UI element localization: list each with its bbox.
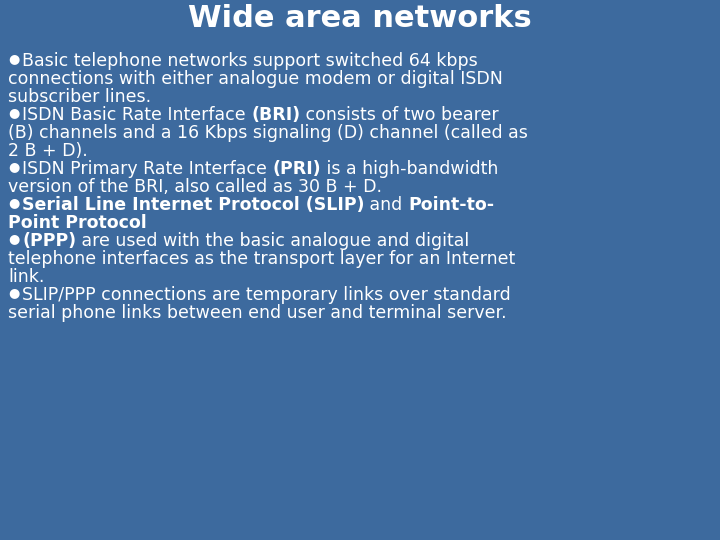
Text: (BRI): (BRI) (251, 106, 300, 124)
Text: Point Protocol: Point Protocol (8, 214, 147, 232)
Text: Point-to-: Point-to- (408, 196, 495, 214)
Text: serial phone links between end user and terminal server.: serial phone links between end user and … (8, 304, 507, 322)
Text: ●: ● (8, 160, 19, 173)
Text: ●: ● (8, 106, 19, 119)
Text: version of the BRI, also called as 30 B + D.: version of the BRI, also called as 30 B … (8, 178, 382, 196)
Text: ●: ● (8, 196, 19, 209)
Text: (PPP): (PPP) (22, 232, 76, 250)
Text: and: and (364, 196, 408, 214)
Text: (B) channels and a 16 Kbps signaling (D) channel (called as: (B) channels and a 16 Kbps signaling (D)… (8, 124, 528, 142)
Text: ISDN Basic Rate Interface: ISDN Basic Rate Interface (22, 106, 251, 124)
Text: SLIP/PPP connections are temporary links over standard: SLIP/PPP connections are temporary links… (22, 286, 510, 304)
Text: ●: ● (8, 232, 19, 245)
Text: subscriber lines.: subscriber lines. (8, 88, 151, 106)
Text: telephone interfaces as the transport layer for an Internet: telephone interfaces as the transport la… (8, 250, 516, 268)
Text: ISDN Primary Rate Interface: ISDN Primary Rate Interface (22, 160, 272, 178)
Text: is a high-bandwidth: is a high-bandwidth (321, 160, 498, 178)
Text: ●: ● (8, 286, 19, 299)
Text: are used with the basic analogue and digital: are used with the basic analogue and dig… (76, 232, 469, 250)
Text: Serial Line Internet Protocol (SLIP): Serial Line Internet Protocol (SLIP) (22, 196, 364, 214)
Text: Wide area networks: Wide area networks (188, 4, 532, 33)
Text: connections with either analogue modem or digital ISDN: connections with either analogue modem o… (8, 70, 503, 88)
Text: Basic telephone networks support switched 64 kbps: Basic telephone networks support switche… (22, 52, 478, 70)
Text: ●: ● (8, 52, 19, 65)
Text: (PRI): (PRI) (272, 160, 321, 178)
Text: 2 B + D).: 2 B + D). (8, 142, 88, 160)
Text: consists of two bearer: consists of two bearer (300, 106, 499, 124)
Text: link.: link. (8, 268, 45, 286)
